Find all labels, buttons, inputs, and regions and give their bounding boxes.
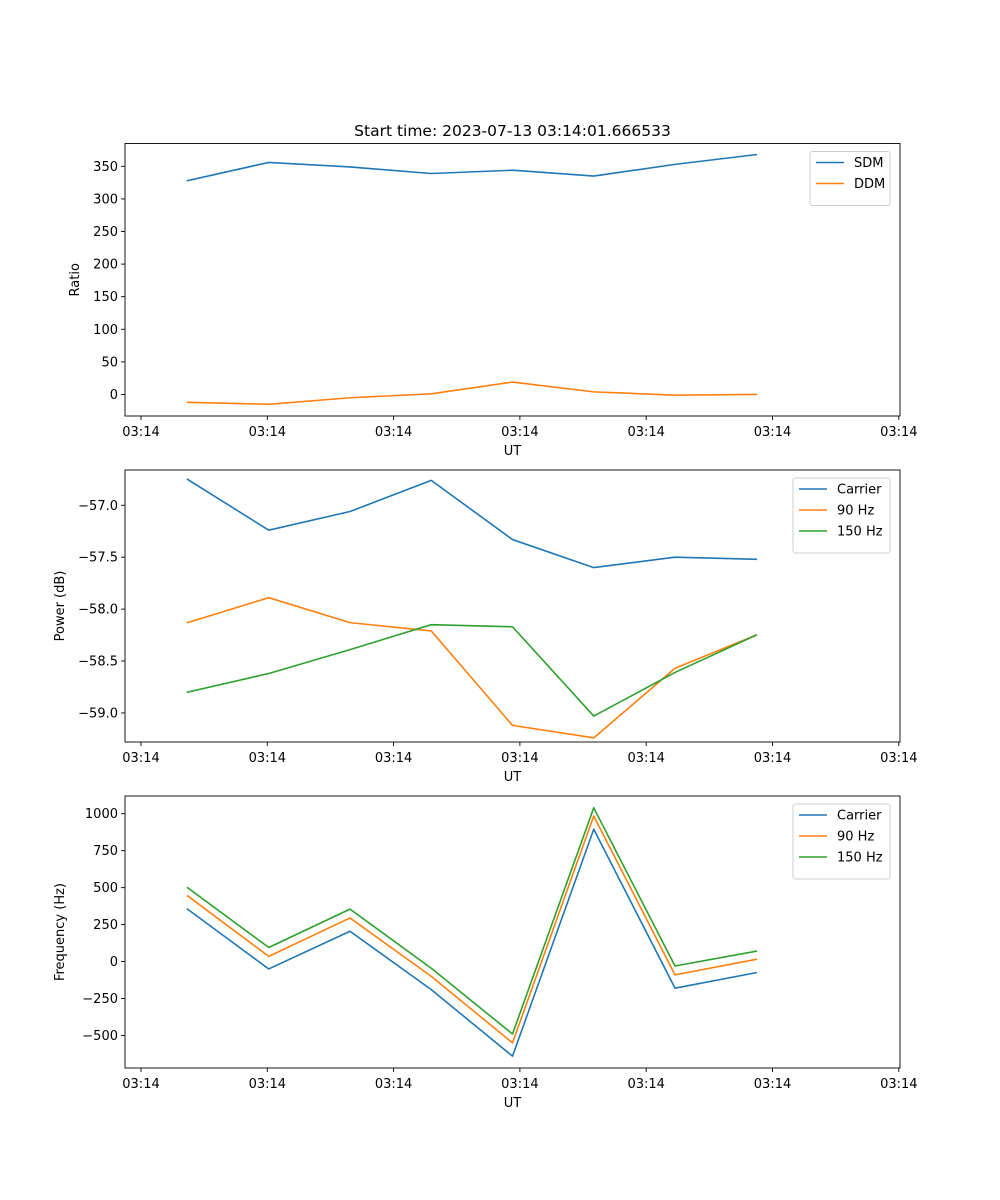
power-x-tick-label: 03:14 — [880, 751, 917, 766]
figure-title: Start time: 2023-07-13 03:14:01.666533 — [354, 122, 671, 140]
ratio-x-axis-label: UT — [504, 444, 522, 459]
frequency-legend-label: Carrier — [837, 809, 882, 824]
ratio-y-axis-label: Ratio — [68, 263, 83, 296]
frequency-y-tick-label: 250 — [93, 918, 118, 933]
panel-power: 03:1403:1403:1403:1403:1403:1403:1403:15… — [53, 469, 918, 785]
ratio-x-tick-label: 03:14 — [249, 425, 286, 440]
frequency-x-tick-label: 03:14 — [501, 1077, 538, 1092]
power-x-tick-label: 03:14 — [122, 751, 159, 766]
ratio-y-tick-label: 200 — [93, 258, 118, 273]
power-legend-box — [792, 477, 891, 554]
frequency-axes-frame — [124, 795, 901, 1069]
frequency-y-tick-label: 750 — [93, 844, 118, 859]
chart-panels: 03:1403:1403:1403:1403:1403:1403:1403:15… — [53, 143, 918, 1111]
frequency-series-carrier — [186, 828, 758, 1057]
ratio-series-sdm — [186, 153, 758, 182]
ratio-legend-label: DDM — [854, 177, 885, 192]
ratio-y-tick-label: 150 — [93, 290, 118, 305]
frequency-series-90-hz — [186, 815, 758, 1044]
power-x-tick-label: 03:14 — [249, 751, 286, 766]
power-y-tick-label: −57.0 — [78, 499, 118, 514]
power-y-tick-label: −57.5 — [78, 551, 118, 566]
ratio-y-tick-label: 300 — [93, 192, 118, 207]
power-y-axis-label: Power (dB) — [53, 571, 68, 642]
frequency-legend-label: 150 Hz — [837, 851, 883, 866]
ratio-x-tick-label: 03:14 — [627, 425, 664, 440]
panel-ratio: 03:1403:1403:1403:1403:1403:1403:1403:15… — [68, 143, 918, 459]
frequency-y-axis-label: Frequency (Hz) — [53, 883, 68, 981]
frequency-x-axis-label: UT — [504, 1096, 522, 1111]
power-legend-label: 90 Hz — [837, 504, 874, 519]
power-x-axis-label: UT — [504, 770, 522, 785]
power-legend-label: Carrier — [837, 483, 882, 498]
ratio-x-tick-label: 03:14 — [880, 425, 917, 440]
ratio-x-tick-label: 03:14 — [122, 425, 159, 440]
power-y-tick-label: −59.0 — [78, 706, 118, 721]
power-x-tick-label: 03:14 — [375, 751, 412, 766]
frequency-x-tick-label: 03:14 — [754, 1077, 791, 1092]
ratio-x-tick-label: 03:14 — [501, 425, 538, 440]
power-legend-label: 150 Hz — [837, 525, 883, 540]
power-series-carrier — [186, 478, 758, 569]
frequency-x-tick-label: 03:14 — [122, 1077, 159, 1092]
frequency-y-tick-label: 0 — [110, 955, 118, 970]
frequency-y-tick-label: 1000 — [85, 807, 118, 822]
frequency-x-tick-label: 03:14 — [880, 1077, 917, 1092]
ratio-x-tick-label: 03:14 — [754, 425, 791, 440]
frequency-legend-box — [792, 803, 891, 880]
power-y-tick-label: −58.0 — [78, 603, 118, 618]
ratio-legend: SDM DDM — [809, 151, 891, 206]
frequency-x-tick-label: 03:14 — [375, 1077, 412, 1092]
panel-frequency: 03:1403:1403:1403:1403:1403:1403:1403:15… — [53, 795, 918, 1111]
power-axes-frame — [124, 469, 901, 743]
ratio-y-tick-label: 350 — [93, 160, 118, 175]
frequency-y-tick-label: 500 — [93, 881, 118, 896]
frequency-x-tick-label: 03:14 — [627, 1077, 664, 1092]
ratio-y-tick-label: 250 — [93, 225, 118, 240]
ratio-x-tick-label: 03:14 — [375, 425, 412, 440]
frequency-x-tick-label: 03:14 — [249, 1077, 286, 1092]
power-x-tick-label: 03:14 — [627, 751, 664, 766]
ratio-series-ddm — [186, 381, 758, 406]
ratio-y-tick-label: 100 — [93, 323, 118, 338]
ratio-y-tick-label: 50 — [101, 355, 118, 370]
ratio-legend-box — [809, 151, 891, 206]
power-x-tick-label: 03:14 — [501, 751, 538, 766]
ratio-y-tick-label: 0 — [110, 388, 118, 403]
frequency-legend: Carrier 90 Hz 150 Hz — [792, 803, 891, 880]
power-x-tick-label: 03:14 — [754, 751, 791, 766]
frequency-legend-label: 90 Hz — [837, 830, 874, 845]
frequency-series-150-hz — [186, 807, 758, 1035]
power-legend: Carrier 90 Hz 150 Hz — [792, 477, 891, 554]
frequency-y-tick-label: −500 — [82, 1029, 118, 1044]
power-y-tick-label: −58.5 — [78, 655, 118, 670]
frequency-y-tick-label: −250 — [82, 992, 118, 1007]
ratio-axes-frame — [124, 143, 901, 417]
power-series-150-hz — [186, 623, 758, 717]
ratio-legend-label: SDM — [854, 156, 883, 171]
